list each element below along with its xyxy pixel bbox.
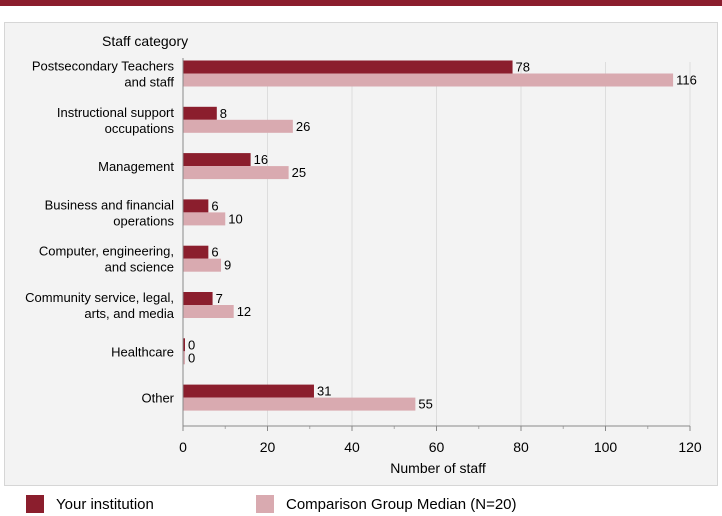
data-label-postsecondary-teachers-and-staff-institution: 78 [516,60,530,75]
category-label-business-and-financial-operations: Business and financial operations [45,197,175,228]
staff-category-bar-chart: Staff category 7811682616256106971200315… [25,33,702,476]
x-axis: 0 20 40 60 80 100 120 [179,58,702,455]
legend-label-your-institution: Your institution [56,495,154,513]
data-label-healthcare-comparison: 0 [188,350,195,365]
legend-item-your-institution: Your institution [26,494,154,514]
data-label-business-and-financial-operations-institution: 6 [211,198,218,213]
data-label-instructional-support-occupations-institution: 8 [220,106,227,121]
data-label-computer-engineering-and-science-institution: 6 [211,245,218,260]
data-label-management-comparison: 25 [292,165,306,180]
bars [183,60,674,411]
bar-postsecondary-teachers-and-staff-institution [183,60,513,74]
bar-other-comparison [183,397,416,411]
bar-business-and-financial-operations-institution [183,199,209,213]
data-label-community-service-legal-arts-and-media-comparison: 12 [237,304,251,319]
bar-instructional-support-occupations-comparison [183,119,293,133]
bar-management-comparison [183,166,289,180]
legend: Your institution Comparison Group Median… [0,488,722,516]
bar-management-institution [183,153,251,167]
data-label-healthcare-institution: 0 [188,337,195,352]
category-axis-title: Staff category [102,33,188,49]
x-tick-label-0: 0 [179,439,187,455]
category-labels: Postsecondary Teachers and staff Instructi… [25,59,175,406]
x-tick-label-100: 100 [594,439,618,455]
bar-other-institution [183,384,314,398]
bar-computer-engineering-and-science-comparison [183,258,222,272]
x-tick-label-80: 80 [513,439,529,455]
legend-swatch-your-institution [26,495,44,513]
gridlines [267,62,691,426]
data-label-instructional-support-occupations-comparison: 26 [296,119,310,134]
data-label-other-institution: 31 [317,384,331,399]
category-label-postsecondary-teachers-and-staff: Postsecondary Teachers and staff [32,59,175,90]
data-label-management-institution: 16 [254,152,268,167]
category-label-other: Other [141,391,174,406]
legend-item-comparison: Comparison Group Median (N=20) [256,494,517,514]
x-axis-title: Number of staff [390,460,486,476]
data-label-computer-engineering-and-science-comparison: 9 [224,258,231,273]
category-label-healthcare: Healthcare [111,344,174,359]
legend-label-comparison: Comparison Group Median (N=20) [286,495,517,513]
category-label-management: Management [98,159,174,174]
bar-business-and-financial-operations-comparison [183,212,226,226]
data-label-business-and-financial-operations-comparison: 10 [228,211,242,226]
bar-healthcare-institution [183,338,185,352]
category-label-instructional-support-occupations: Instructional support occupations [57,105,175,136]
data-label-other-comparison: 55 [418,397,432,412]
x-tick-label-60: 60 [429,439,445,455]
data-label-postsecondary-teachers-and-staff-comparison: 116 [676,73,697,88]
bar-healthcare-comparison [183,351,185,365]
bar-community-service-legal-arts-and-media-comparison [183,305,234,318]
data-label-community-service-legal-arts-and-media-institution: 7 [216,291,223,306]
x-tick-label-40: 40 [344,439,360,455]
top-accent-rule [0,0,722,6]
x-tick-label-120: 120 [678,439,702,455]
category-label-computer-engineering-and-science: Computer, engineering, and science [39,244,174,275]
bar-computer-engineering-and-science-institution [183,245,209,259]
category-label-community-service-legal-arts-and-media: Community service, legal, arts, and media [25,290,175,321]
legend-swatch-comparison [256,495,274,513]
x-tick-label-20: 20 [260,439,276,455]
bar-instructional-support-occupations-institution [183,106,217,120]
bar-postsecondary-teachers-and-staff-comparison [183,73,674,87]
bar-community-service-legal-arts-and-media-institution [183,292,213,305]
